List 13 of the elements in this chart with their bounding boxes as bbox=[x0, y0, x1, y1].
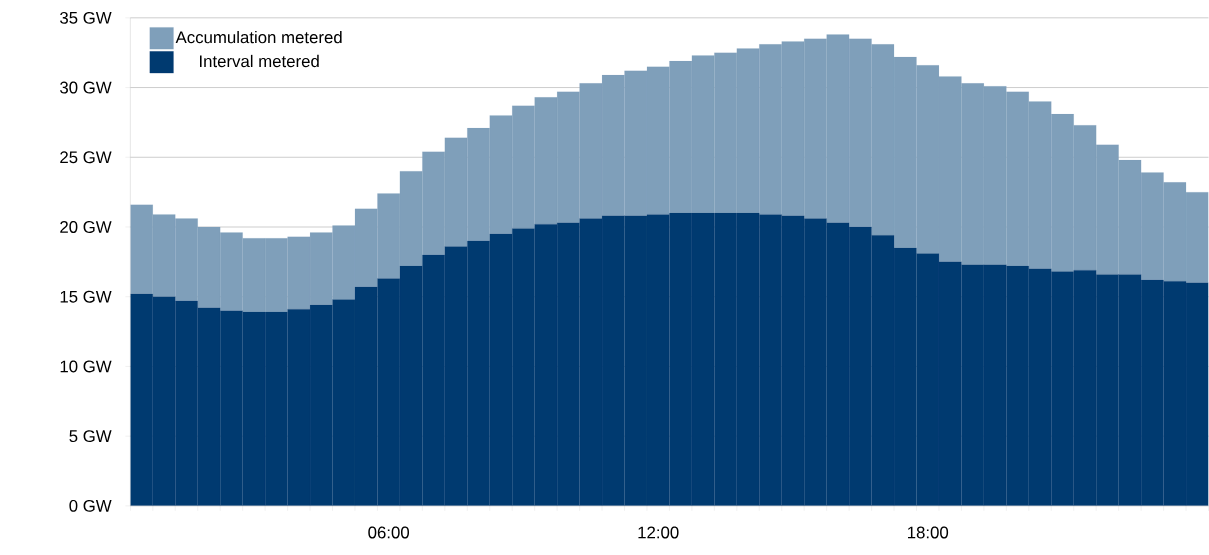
y-tick-label: 10 GW bbox=[60, 360, 112, 373]
x-tick-label: 18:00 bbox=[908, 526, 949, 539]
x-tick-label: 12:00 bbox=[638, 526, 679, 539]
y-tick-label: 20 GW bbox=[60, 220, 112, 233]
y-tick-label: 30 GW bbox=[60, 81, 112, 94]
x-tick-label: 06:00 bbox=[368, 526, 410, 539]
legend-label: Accumulation metered bbox=[175, 30, 342, 44]
y-tick-label: 15 GW bbox=[60, 290, 112, 303]
y-tick-label: 35 GW bbox=[60, 11, 112, 24]
legend-label: Interval metered bbox=[200, 54, 319, 67]
y-tick-label: 0 GW bbox=[69, 499, 112, 512]
y-tick-label: 5 GW bbox=[69, 429, 112, 442]
y-tick-label: 25 GW bbox=[60, 151, 112, 164]
